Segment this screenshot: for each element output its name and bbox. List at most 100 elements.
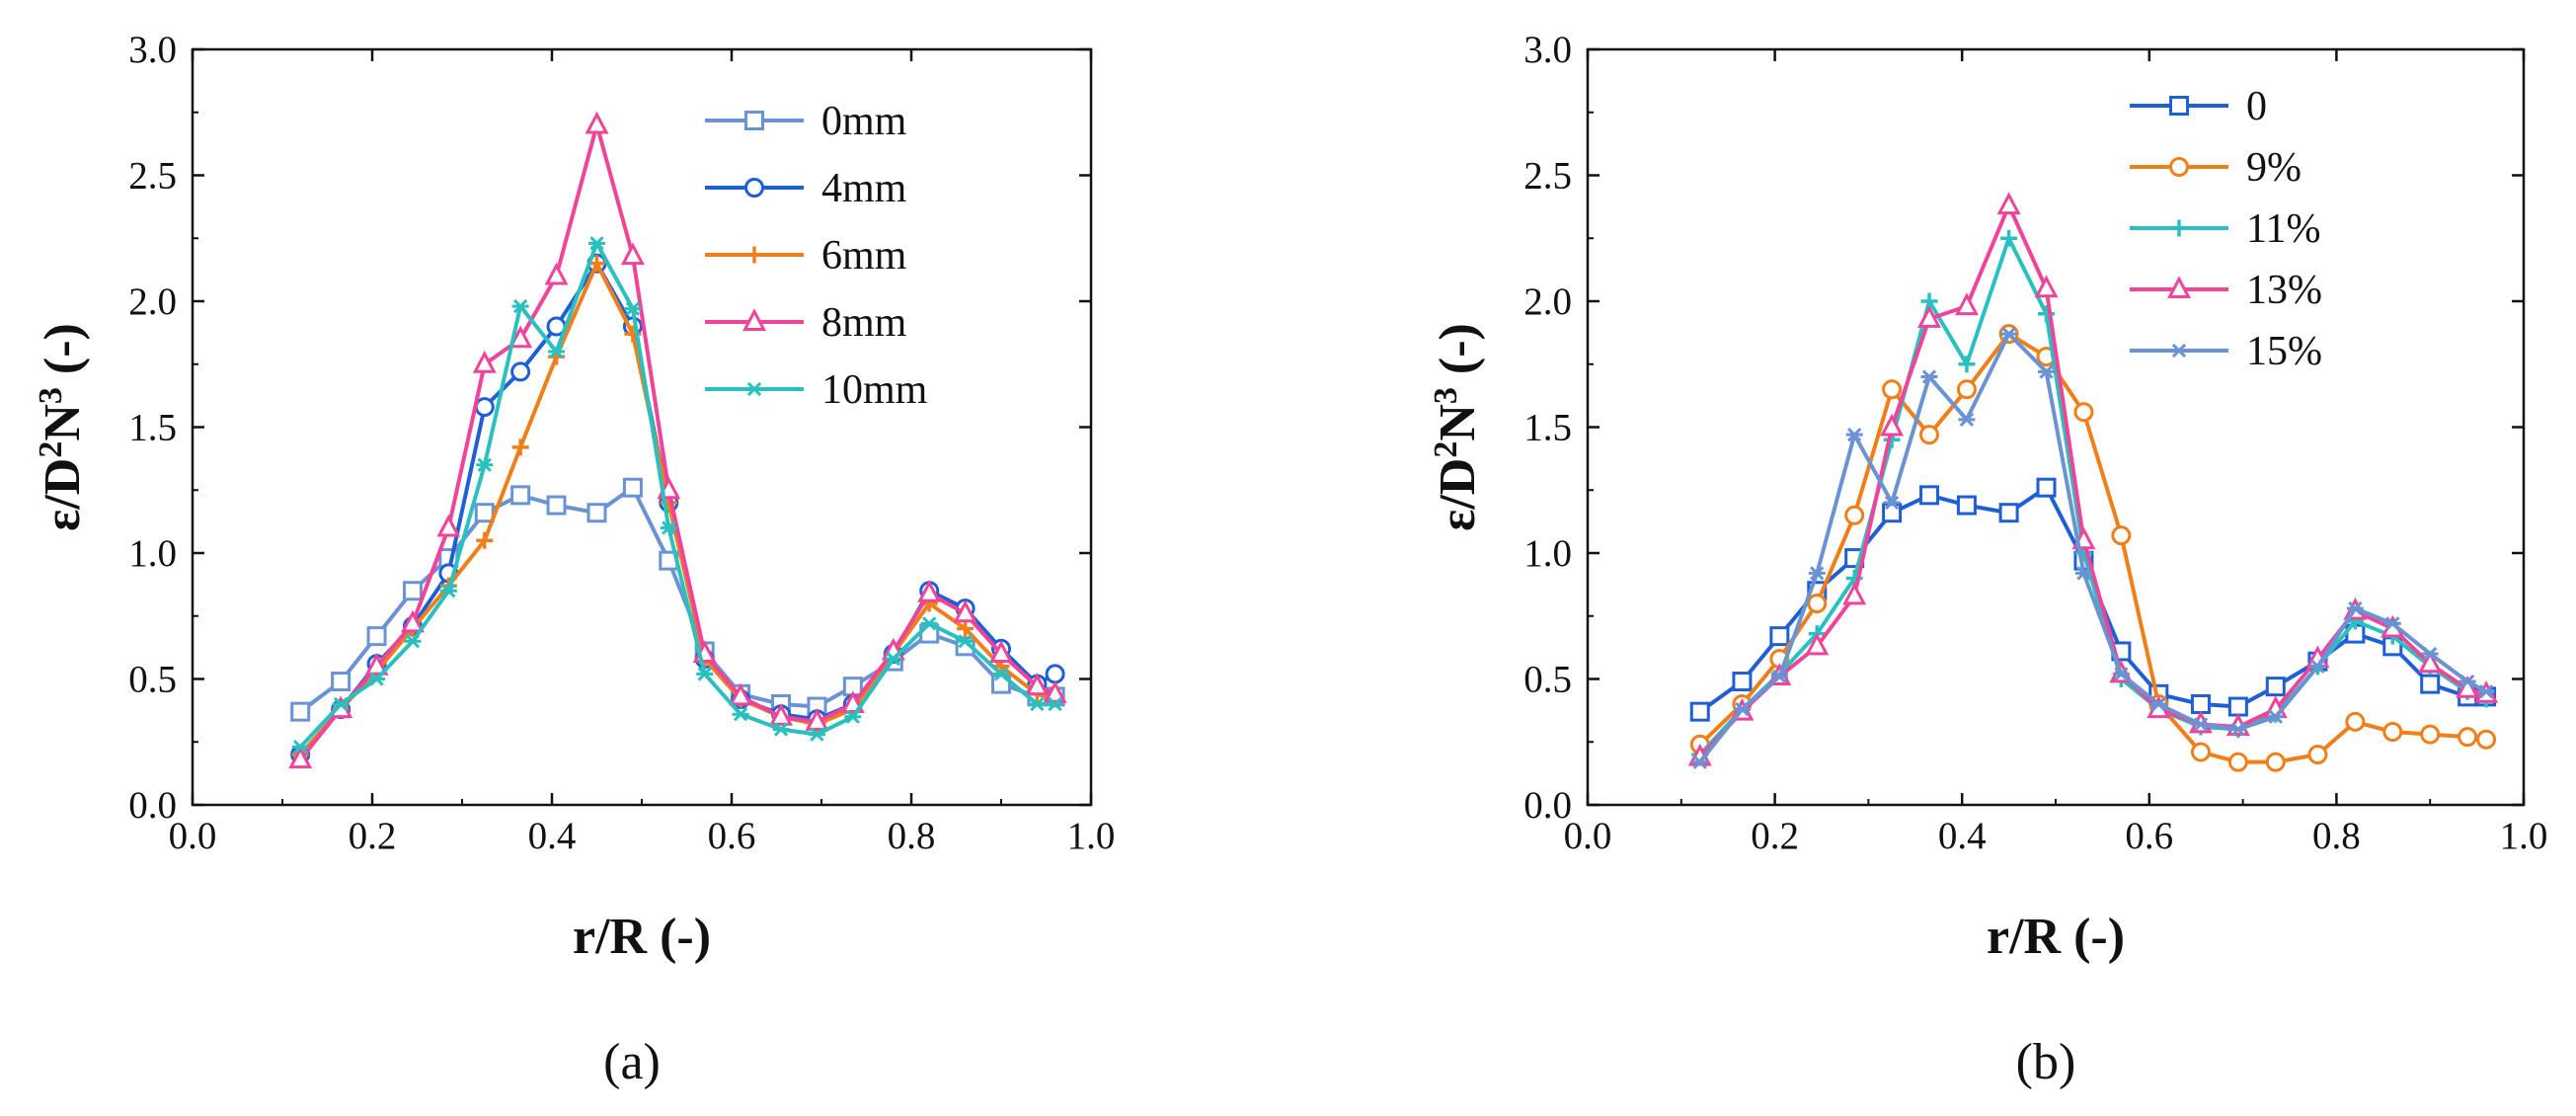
series-15% bbox=[1691, 326, 2495, 769]
data-point-6mm bbox=[476, 531, 494, 549]
data-point-15% bbox=[2192, 717, 2210, 732]
data-point-9% bbox=[2265, 752, 2286, 772]
y-tick-label: 2.5 bbox=[128, 155, 177, 198]
series-line-8mm bbox=[298, 122, 1057, 762]
data-point-10mm bbox=[992, 667, 1010, 681]
data-point-6mm bbox=[511, 438, 529, 456]
data-point-13% bbox=[2034, 275, 2059, 298]
data-point-10mm bbox=[548, 344, 566, 359]
data-point-11% bbox=[1958, 356, 1976, 373]
data-point-8mm bbox=[544, 262, 569, 285]
legend-label-4mm: 4mm bbox=[821, 166, 907, 211]
y-axis-label-part: ε/D bbox=[35, 458, 91, 531]
y-tick-label: 0.5 bbox=[1523, 659, 1572, 701]
legend-label-8mm: 8mm bbox=[821, 300, 907, 346]
data-point-15% bbox=[2000, 326, 2018, 342]
legend-label-0mm: 0mm bbox=[821, 99, 907, 144]
data-point-15% bbox=[1733, 701, 1751, 717]
y-axis-label-part: 3 bbox=[33, 387, 69, 404]
panel-a: 0.0 0.2 0.4 0.6 0.8 1.0 0.0 0.5 1.0 1.5 2.0 2.5 3.0 r… bbox=[33, 29, 1116, 1090]
data-point-8mm bbox=[364, 653, 389, 676]
series-11% bbox=[1691, 229, 2495, 763]
y-tick-label: 3.0 bbox=[1523, 29, 1572, 71]
y-axis-label-part: 2 bbox=[33, 441, 69, 458]
y-axis-label-part: 3 bbox=[1428, 387, 1464, 404]
legend-marker-0 bbox=[2169, 96, 2189, 116]
x-tick-label: 0.4 bbox=[528, 815, 577, 857]
data-point-13% bbox=[1805, 632, 1830, 656]
data-point-10mm bbox=[439, 584, 457, 598]
series-line-15% bbox=[1697, 332, 2489, 764]
data-point-10mm bbox=[511, 298, 529, 314]
data-point-15% bbox=[1920, 369, 1938, 384]
y-tick-label: 2.0 bbox=[128, 280, 177, 323]
data-point-15% bbox=[2308, 659, 2326, 674]
data-point-0 bbox=[2265, 677, 2286, 697]
data-point-9% bbox=[1882, 379, 1903, 400]
data-point-0 bbox=[1769, 626, 1790, 647]
data-point-10mm bbox=[291, 740, 309, 755]
data-point-8mm bbox=[953, 599, 977, 623]
data-point-8mm bbox=[400, 609, 425, 633]
data-point-10mm bbox=[1028, 696, 1046, 712]
data-point-15% bbox=[2346, 600, 2364, 616]
x-tick-label: 0.2 bbox=[1751, 815, 1799, 857]
data-point-0 bbox=[1998, 503, 2019, 523]
data-point-10mm bbox=[1047, 696, 1064, 712]
data-point-10mm bbox=[368, 672, 386, 686]
data-point-4mm bbox=[510, 361, 531, 382]
data-point-6mm bbox=[957, 620, 975, 637]
data-point-0 bbox=[2420, 674, 2441, 694]
data-point-0 bbox=[2036, 477, 2057, 498]
data-point-8mm bbox=[508, 325, 533, 349]
data-point-15% bbox=[2074, 566, 2092, 581]
x-tick-label: 0.0 bbox=[1564, 815, 1612, 857]
data-point-10mm bbox=[332, 696, 350, 712]
data-point-8mm bbox=[585, 111, 609, 134]
data-point-9% bbox=[2073, 402, 2094, 423]
y-tick-label: 1.0 bbox=[1523, 532, 1572, 575]
data-point-15% bbox=[2112, 667, 2130, 681]
legend-marker-15% bbox=[2170, 343, 2188, 359]
data-point-15% bbox=[2459, 674, 2476, 689]
data-point-15% bbox=[2038, 364, 2056, 379]
data-point-9% bbox=[2476, 729, 2497, 750]
data-point-4mm bbox=[1045, 664, 1065, 684]
series-10mm bbox=[291, 236, 1064, 755]
y-axis-label-part: 2 bbox=[1428, 441, 1464, 458]
x-axis-label: r/R (-) bbox=[1987, 909, 2125, 965]
data-point-10mm bbox=[696, 667, 714, 681]
y-axis-label: ε/D2N3 (-) bbox=[33, 323, 92, 531]
data-point-0mm bbox=[586, 503, 607, 523]
y-axis-label-part: (-) bbox=[1430, 323, 1486, 387]
data-point-8mm bbox=[729, 682, 753, 706]
y-tick-label: 2.0 bbox=[1523, 280, 1572, 323]
data-point-10mm bbox=[660, 520, 677, 535]
data-point-4mm bbox=[474, 397, 495, 418]
data-point-0 bbox=[1919, 485, 1940, 506]
data-point-0mm bbox=[402, 581, 423, 601]
legend-marker-9% bbox=[2169, 157, 2189, 177]
panel-label: (a) bbox=[603, 1034, 661, 1090]
data-point-9% bbox=[2111, 525, 2132, 546]
data-point-9% bbox=[2420, 724, 2441, 745]
data-point-10mm bbox=[772, 722, 790, 737]
data-point-0mm bbox=[546, 495, 567, 516]
data-point-0mm bbox=[290, 701, 311, 722]
data-point-8mm bbox=[805, 708, 829, 731]
data-point-0 bbox=[1956, 495, 1977, 516]
data-point-0 bbox=[2190, 694, 2211, 714]
x-tick-label: 0.8 bbox=[2312, 815, 2361, 857]
y-axis-label-part: ε/D bbox=[1430, 458, 1486, 531]
data-point-8mm bbox=[989, 640, 1013, 663]
data-point-8mm bbox=[1025, 673, 1050, 696]
legend-label-9%: 9% bbox=[2246, 145, 2302, 191]
series-line-9% bbox=[1697, 332, 2489, 764]
data-point-13% bbox=[1917, 305, 1942, 328]
data-point-15% bbox=[1808, 566, 1826, 581]
data-point-15% bbox=[1770, 669, 1788, 684]
data-point-15% bbox=[2421, 646, 2439, 662]
x-tick-label: 1.0 bbox=[2500, 815, 2548, 857]
data-point-10mm bbox=[624, 301, 642, 316]
data-point-9% bbox=[1919, 425, 1940, 445]
